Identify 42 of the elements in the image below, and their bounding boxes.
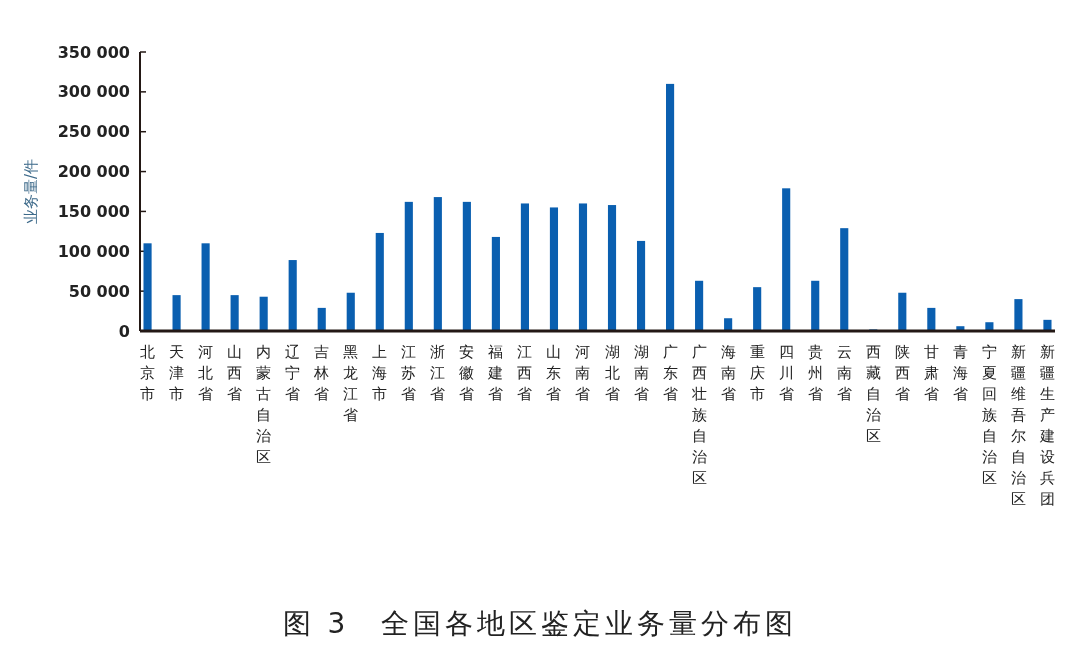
x-tick-label: 广西壮族自治区 [690, 343, 707, 487]
x-tick-label: 天津市 [169, 343, 185, 403]
x-tick-label: 云南省 [836, 343, 852, 403]
x-tick-label: 重庆市 [749, 343, 765, 403]
x-tick-label: 陕西省 [894, 343, 910, 403]
x-tick-label: 广东省 [662, 343, 678, 403]
y-tick-label: 350 000 [57, 42, 130, 62]
x-tick-label: 河南省 [575, 343, 591, 403]
y-tick-label: 50 000 [68, 281, 130, 301]
x-tick-label: 福建省 [487, 343, 504, 403]
y-tick-label: 0 [118, 321, 130, 341]
y-tick-label: 100 000 [57, 241, 130, 261]
x-tick-label: 辽宁省 [285, 343, 301, 403]
x-tick-label: 宁夏回族自治区 [981, 343, 997, 487]
x-tick-label: 湖北省 [604, 343, 620, 403]
x-tick-label: 甘肃省 [923, 343, 939, 403]
x-tick-label: 北京市 [140, 343, 156, 403]
x-tick-label: 四川省 [778, 343, 794, 403]
text: 图 3 全国各地区鉴定业务量分布图 [282, 607, 798, 640]
y-tick-label: 200 000 [57, 162, 130, 182]
y-tick-label: 250 000 [57, 122, 130, 142]
x-tick-label: 江苏省 [401, 343, 417, 403]
x-tick-label: 贵州省 [807, 343, 823, 403]
y-tick-label: 300 000 [57, 82, 130, 102]
x-tick-label: 山东省 [546, 343, 562, 403]
x-tick-label: 黑龙江省 [343, 343, 359, 424]
x-tick-label: 上海市 [372, 343, 388, 403]
x-tick-label: 海南省 [720, 343, 736, 403]
x-tick-label: 西藏自治区 [865, 343, 881, 445]
x-tick-label: 山西省 [227, 343, 243, 403]
y-axis-title: 业务量/件 [22, 158, 40, 225]
x-tick-label: 江西省 [517, 343, 533, 403]
x-tick-label: 湖南省 [633, 343, 649, 403]
x-tick-label: 青海省 [952, 343, 968, 403]
x-tick-label: 内蒙古自治区 [256, 343, 272, 466]
x-tick-label: 吉林省 [313, 343, 330, 403]
x-tick-label: 新疆生产建设兵团 [1038, 343, 1055, 508]
x-tick-label: 河北省 [198, 343, 214, 403]
y-tick-label: 150 000 [57, 202, 130, 222]
x-tick-label: 安徽省 [459, 343, 475, 403]
x-tick-label: 浙江省 [430, 343, 446, 403]
x-tick-label: 新疆维吾尔自治区 [1010, 343, 1026, 508]
